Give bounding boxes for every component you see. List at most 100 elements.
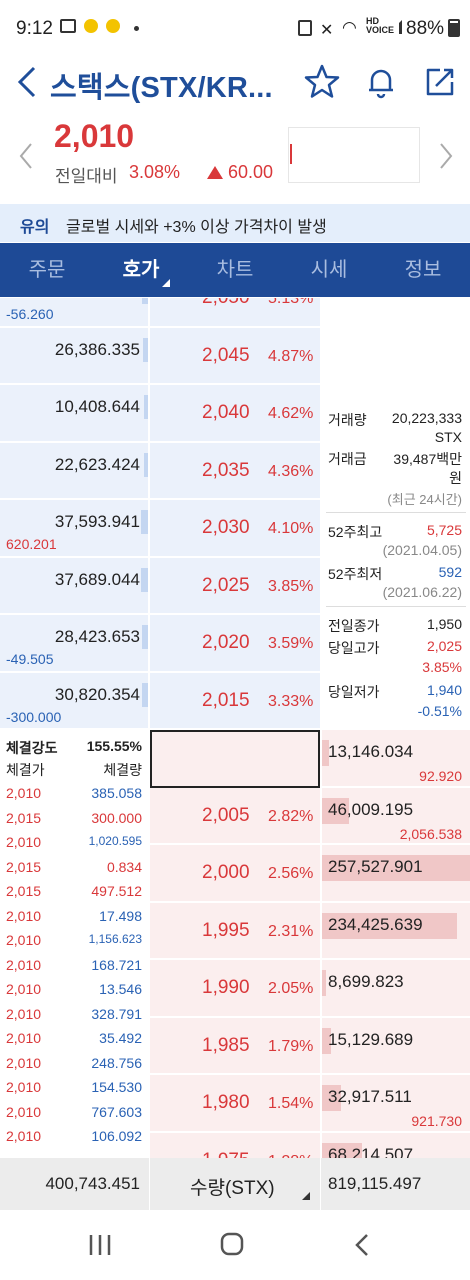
ask-volume-bar	[142, 682, 148, 707]
bid-volume-bar	[322, 855, 470, 881]
hd-voice-icon: HD VOICE	[366, 16, 395, 35]
bid-price-cell[interactable]: 1,975 1.28%	[150, 1132, 320, 1159]
amount-unit: 원	[449, 470, 462, 486]
mini-chart[interactable]	[288, 127, 420, 183]
bid-qty-cell[interactable]: 68,214.507	[322, 1132, 470, 1158]
tab-orderbook[interactable]: 호가	[122, 259, 160, 281]
trades-panel: 체결강도 155.55% 체결가 체결량 2,010 385.058 2,015 30…	[0, 730, 148, 1158]
trade-qty: 35.492	[99, 1030, 142, 1046]
ask-price-cell[interactable]: 2,040 4.62%	[150, 385, 320, 443]
bid-qty-cell[interactable]: 32,917.511 921.730	[322, 1075, 470, 1133]
trade-price: 2,010	[6, 1128, 42, 1144]
unit-dropdown-icon[interactable]	[302, 1192, 310, 1200]
home-icon[interactable]	[219, 1231, 245, 1257]
caution-notice[interactable]: 유의 글로벌 시세와 +3% 이상 가격차이 발생	[0, 204, 470, 242]
bid-qty-cell[interactable]: 8,699.823	[322, 960, 470, 1018]
bid-percent: 1.28%	[268, 1153, 313, 1159]
ask-qty-cell[interactable]: 37,689.044	[0, 557, 148, 615]
trade-qty: 385.058	[91, 785, 142, 801]
bid-qty: 32,917.511	[328, 1087, 412, 1106]
trade-price: 2,010	[6, 1005, 42, 1022]
bid-qty-cell[interactable]: 234,425.639	[322, 902, 470, 960]
ask-price-cell[interactable]: 2,030 4.10%	[150, 500, 320, 558]
tab-info[interactable]: 정보	[404, 259, 442, 281]
ask-price: 2,025	[202, 574, 250, 596]
bid-price-cell[interactable]: 1,980 1.54%	[150, 1075, 320, 1133]
current-price: 2,010	[54, 118, 135, 154]
bid-price: 1,990	[202, 977, 250, 998]
ask-qty: 26,386.335	[54, 339, 140, 359]
prev-coin-icon[interactable]	[16, 140, 36, 172]
trade-price: 2,010	[6, 1103, 42, 1120]
ask-qty-cell[interactable]: 28,423.653 -49.505	[0, 615, 148, 673]
amount-label: 거래금	[328, 451, 367, 467]
bid-qty-cell[interactable]: 13,146.034 92.920	[322, 730, 470, 788]
page-title: 스택스(STX/KR...	[50, 72, 273, 104]
ask-qty-cell[interactable]: 10,408.644	[0, 385, 148, 443]
change-amount: 60.00	[228, 162, 274, 182]
tab-order[interactable]: 주문	[28, 259, 66, 281]
ask-total: 400,743.451	[45, 1174, 140, 1193]
trade-price: 2,010	[6, 907, 42, 924]
bid-qty-cell[interactable]: 15,129.689	[322, 1017, 470, 1075]
unit-selector[interactable]: 수량(STX)	[190, 1178, 275, 1199]
share-icon[interactable]	[420, 62, 460, 102]
star-icon[interactable]	[302, 62, 342, 102]
change-label: 전일대비	[55, 167, 118, 186]
trade-qty: 248.756	[91, 1054, 142, 1071]
bid-change: 2,056.538	[399, 825, 462, 842]
bid-qty: 13,146.034	[328, 742, 414, 761]
bid-price: 1,975	[202, 1150, 250, 1159]
bid-qty: 257,527.901	[328, 857, 423, 876]
ask-price-cell[interactable]: 2,020 3.59%	[150, 615, 320, 673]
tab-dropdown-icon	[162, 279, 170, 287]
recent-apps-icon[interactable]	[88, 1232, 112, 1258]
ask-price-cell[interactable]: 2,035 4.36%	[150, 442, 320, 500]
divider	[320, 1158, 321, 1210]
nav-back-icon[interactable]	[352, 1232, 372, 1258]
bid-qty-cell[interactable]: 257,527.901	[322, 845, 470, 903]
bid-price-cell[interactable]: 1,990 2.05%	[150, 960, 320, 1018]
ask-price-cell[interactable]: 2,050 5.13%	[150, 298, 320, 328]
bid-percent: 2.05%	[268, 980, 314, 997]
bid-percent: 2.82%	[268, 807, 314, 825]
top-bar: 스택스(STX/KR...	[0, 60, 470, 106]
bid-price-cell[interactable]: 1,985 1.79%	[150, 1017, 320, 1075]
ask-qty-cell[interactable]: 37,593.941 620.201	[0, 500, 148, 558]
tab-chart[interactable]: 차트	[216, 259, 254, 281]
ask-volume-bar	[144, 395, 148, 419]
high52-date: (2021.04.05)	[382, 542, 462, 558]
bid-price-cell[interactable]: 2,005 2.82%	[150, 787, 320, 845]
back-arrow-icon[interactable]	[14, 64, 44, 100]
wifi-icon: ◠	[342, 18, 357, 37]
ask-price: 2,020	[202, 632, 250, 653]
next-coin-icon[interactable]	[436, 140, 456, 172]
bid-price-cell[interactable]: 2,000 2.56%	[150, 845, 320, 903]
day-high-pct: 3.85%	[422, 659, 462, 675]
ask-price-cell[interactable]: 2,045 4.87%	[150, 327, 320, 385]
bid-volume-bar	[322, 797, 349, 824]
volume-unit: STX	[434, 429, 462, 445]
strength-label: 체결강도	[6, 740, 58, 756]
ask-qty-cell[interactable]: 30,820.354 -300.000	[0, 672, 148, 730]
ask-price-cell[interactable]: 2,025 3.85%	[150, 557, 320, 615]
ask-qty-cell[interactable]: -56.260	[0, 298, 148, 328]
tab-market[interactable]: 시세	[310, 259, 348, 281]
bid-qty: 46,009.195	[328, 799, 414, 819]
day-low-label: 당일저가	[328, 684, 380, 700]
bid-qty-cell[interactable]: 46,009.195 2,056.538	[322, 787, 470, 845]
prev-close-value: 1,950	[426, 616, 462, 632]
ask-price-cell[interactable]: 2,015 3.33%	[150, 672, 320, 730]
ask-qty-cell[interactable]: 26,386.335	[0, 327, 148, 385]
ask-qty-cell[interactable]: 22,623.424	[0, 442, 148, 500]
bid-volume-bar	[322, 1027, 331, 1054]
ask-percent: 5.13%	[268, 298, 314, 307]
bid-qty: 234,425.639	[328, 914, 423, 934]
bid-percent: 2.56%	[268, 865, 314, 882]
bid-percent: 1.54%	[268, 1095, 314, 1112]
bell-icon[interactable]	[361, 62, 401, 102]
bid-price-cell[interactable]: 1,995 2.31%	[150, 902, 320, 960]
ask-percent: 3.59%	[268, 635, 314, 652]
ask-change: -56.260	[6, 306, 54, 322]
day-low-pct: -0.51%	[417, 703, 462, 719]
